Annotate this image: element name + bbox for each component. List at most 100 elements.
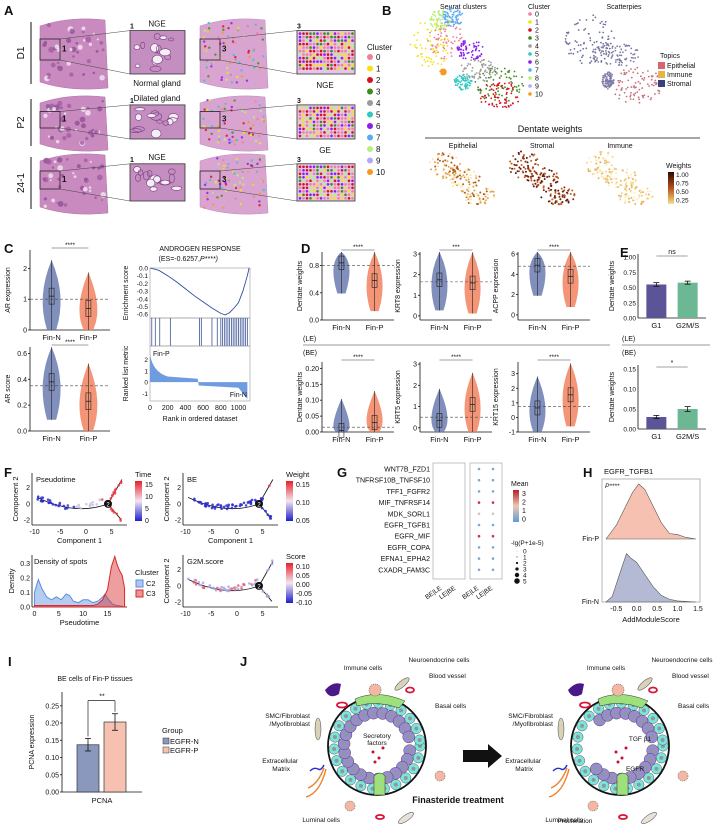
scatterpie-cell (589, 39, 592, 42)
bar-i-significance: ** (99, 694, 105, 701)
legend-dot-cluster-4 (367, 100, 373, 106)
gland-shape (171, 185, 183, 191)
trajectory-cell (220, 585, 224, 589)
tissue-texture (77, 44, 83, 50)
spatial-zoom-spot (309, 39, 312, 42)
spatial-zoom-spot (330, 67, 333, 70)
spatial-spot (253, 66, 256, 69)
spatial-zoom-spot (319, 60, 323, 63)
spatial-zoom-spot (330, 124, 333, 127)
le-dentate-weights-ylabel: Dentate weights (297, 260, 304, 311)
roi-number: 1 (62, 114, 67, 123)
trajectory-cell (186, 577, 190, 581)
spatial-zoom-spot (326, 179, 330, 183)
spatial-spot (246, 24, 249, 28)
luminal-nucleus (648, 757, 653, 762)
spatial-zoom-spot (340, 56, 344, 60)
scatterpie-cell (565, 34, 568, 37)
umap-cell (496, 105, 499, 108)
spatial-spot (233, 183, 237, 186)
trajectory-cell (115, 512, 119, 516)
scatterpie-cell (639, 82, 642, 85)
spatial-spot (203, 29, 207, 32)
tissue-texture (56, 61, 60, 65)
umap-cell (432, 61, 435, 64)
weights-tick: 0.25 (676, 198, 689, 205)
basal-nucleus (646, 775, 651, 780)
weights-cell (549, 182, 552, 185)
spatial-zoom-spot (309, 165, 312, 169)
luminal-nucleus (345, 759, 350, 764)
umap-legend-dot (528, 44, 532, 48)
tissue-texture (50, 135, 55, 140)
size-legend-dot (514, 572, 520, 578)
weights-cell (542, 173, 545, 176)
spatial-zoom-spot (333, 169, 337, 172)
scatterpie-cell (601, 78, 604, 81)
spatial-zoom-spot (323, 169, 326, 172)
scatterpie-cell (609, 42, 612, 45)
density-ytick-label: 0.1 (20, 590, 30, 597)
zoom-connector (219, 163, 298, 172)
spatial-zoom-spot (347, 67, 351, 70)
e-le-ytick-label: 1.00 (623, 255, 636, 262)
spatial-spot (254, 100, 257, 103)
metric-ytick-label: 2 (144, 357, 148, 364)
umap-cell (478, 49, 481, 52)
umap-cell (508, 71, 510, 73)
traj-title-g2m.score: G2M.score (187, 557, 224, 566)
spatial-zoom-spot (309, 49, 312, 53)
umap-cell (478, 73, 481, 76)
umap-cell (441, 18, 443, 21)
ar-expression-xtick-label: Fin-N (42, 333, 60, 342)
spatial-zoom-spot (309, 117, 312, 120)
umap-cell (466, 77, 469, 80)
gland-shape (133, 166, 141, 173)
spatial-zoom-spot (351, 183, 354, 186)
le-acpp-expression-ytick-label: 0 (511, 312, 515, 319)
basal-nucleus (334, 758, 339, 763)
weights-cell (604, 158, 607, 161)
spatial-zoom-spot (351, 106, 354, 110)
weights-cell (572, 198, 575, 201)
umap-cell (461, 12, 464, 15)
e-be-ytick-label: 0.05 (623, 407, 636, 414)
spatial-spot (208, 178, 212, 182)
weights-cell (548, 175, 551, 178)
weights-cell (607, 184, 610, 187)
umap-cell (493, 69, 496, 71)
scatterpie-cell (592, 14, 595, 17)
spatial-zoom-spot (305, 110, 309, 113)
scatterpie-cell (575, 23, 578, 25)
spatial-zoom-spot (351, 110, 354, 113)
spatial-zoom-spot (312, 113, 316, 117)
scatterpie-cell (602, 45, 604, 48)
spatial-zoom-spot (302, 172, 305, 176)
scatterpie-cell (637, 96, 640, 99)
scatterpie-cell (653, 81, 656, 84)
spatial-zoom-spot (309, 46, 312, 49)
weights-cell (634, 174, 637, 177)
trajectory-cell (216, 503, 219, 507)
metric-label-fin-n: Fin-N (230, 392, 247, 399)
scatterpie-cell (621, 81, 624, 83)
spatial-zoom-spot (347, 179, 351, 183)
bar-i-ylabel: PCNA expression (29, 714, 36, 769)
spatial-zoom-spot (351, 169, 354, 172)
bar-i-title: BE cells of Fin-P tissues (57, 676, 133, 683)
le-krt8-expression-ytick-label: 2 (413, 272, 417, 279)
basal-nucleus (344, 714, 349, 719)
traj-legend-tick: 0.10 (296, 500, 310, 507)
umap-cell (479, 97, 482, 100)
e-le-ytick-label: 0.75 (623, 270, 636, 277)
spatial-zoom-spot (344, 106, 347, 110)
umap-cell (517, 100, 520, 103)
spatial-zoom-spot (316, 179, 319, 183)
spatial-spot (226, 71, 229, 75)
umap-cell (486, 66, 489, 69)
e-le-ytick-label: 0.50 (623, 285, 636, 292)
spatial-zoom-spot (326, 35, 330, 39)
spatial-zoom-spot (319, 32, 323, 35)
scatterpie-cell (595, 59, 598, 61)
weights-cell (557, 177, 560, 180)
